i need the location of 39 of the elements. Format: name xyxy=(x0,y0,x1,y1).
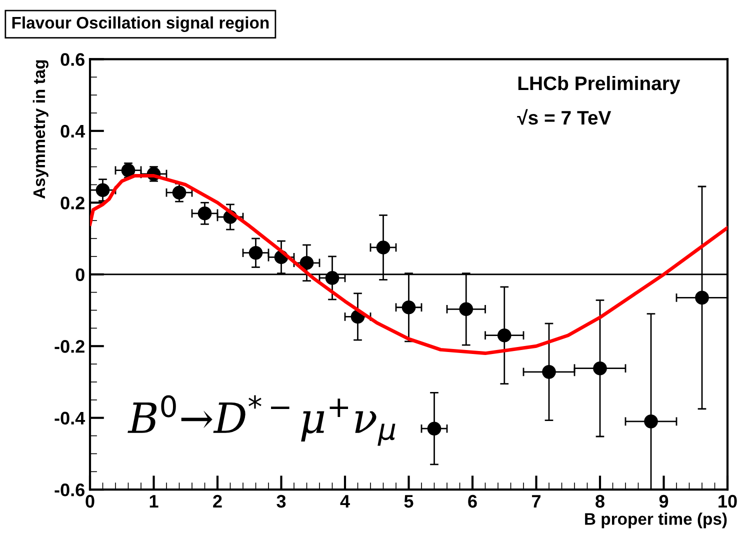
point xyxy=(376,240,390,254)
chart-title: Flavour Oscillation signal region xyxy=(12,16,269,32)
point xyxy=(198,206,212,220)
point xyxy=(325,271,340,285)
y-tick-label: 0.6 xyxy=(60,53,84,66)
point xyxy=(96,183,110,197)
annotation: √s = 7 TeV xyxy=(517,109,612,125)
x-tick-label: 6 xyxy=(468,494,477,508)
point xyxy=(644,414,658,428)
point xyxy=(402,300,416,314)
x-axis-title: B proper time (ps) xyxy=(585,512,727,528)
x-tick-label: 3 xyxy=(276,494,286,508)
point xyxy=(542,365,556,379)
point xyxy=(300,256,314,270)
y-tick-label: 0 xyxy=(76,268,84,282)
point xyxy=(593,361,607,376)
point xyxy=(497,328,512,342)
y-axis-title: Asymmetry in tag xyxy=(32,60,48,199)
x-tick-label: 9 xyxy=(659,494,668,508)
point xyxy=(695,290,709,305)
annotation: B$^{0}$→D$^{*−}$μ$^{+}$ν$_{μ}$ xyxy=(128,395,396,446)
y-tick-label: 0.2 xyxy=(60,196,84,210)
point xyxy=(248,246,263,260)
y-tick-label: -0.4 xyxy=(54,412,86,425)
x-tick-label: 8 xyxy=(596,494,604,508)
point xyxy=(172,186,186,200)
annotation: LHCb Preliminary xyxy=(518,76,680,94)
x-tick-label: 1 xyxy=(150,495,158,508)
x-tick-label: 10 xyxy=(718,494,737,508)
point xyxy=(459,302,474,316)
x-tick-label: 4 xyxy=(340,495,350,508)
x-tick-label: 5 xyxy=(404,495,414,508)
x-tick-label: 7 xyxy=(532,495,540,508)
y-tick-label: -0.2 xyxy=(54,340,84,353)
y-tick-label: 0.4 xyxy=(60,124,86,138)
x-tick-label: 0 xyxy=(86,494,94,508)
x-tick-label: 2 xyxy=(213,494,222,508)
point xyxy=(427,422,442,436)
y-tick-label: -0.6 xyxy=(54,484,84,496)
